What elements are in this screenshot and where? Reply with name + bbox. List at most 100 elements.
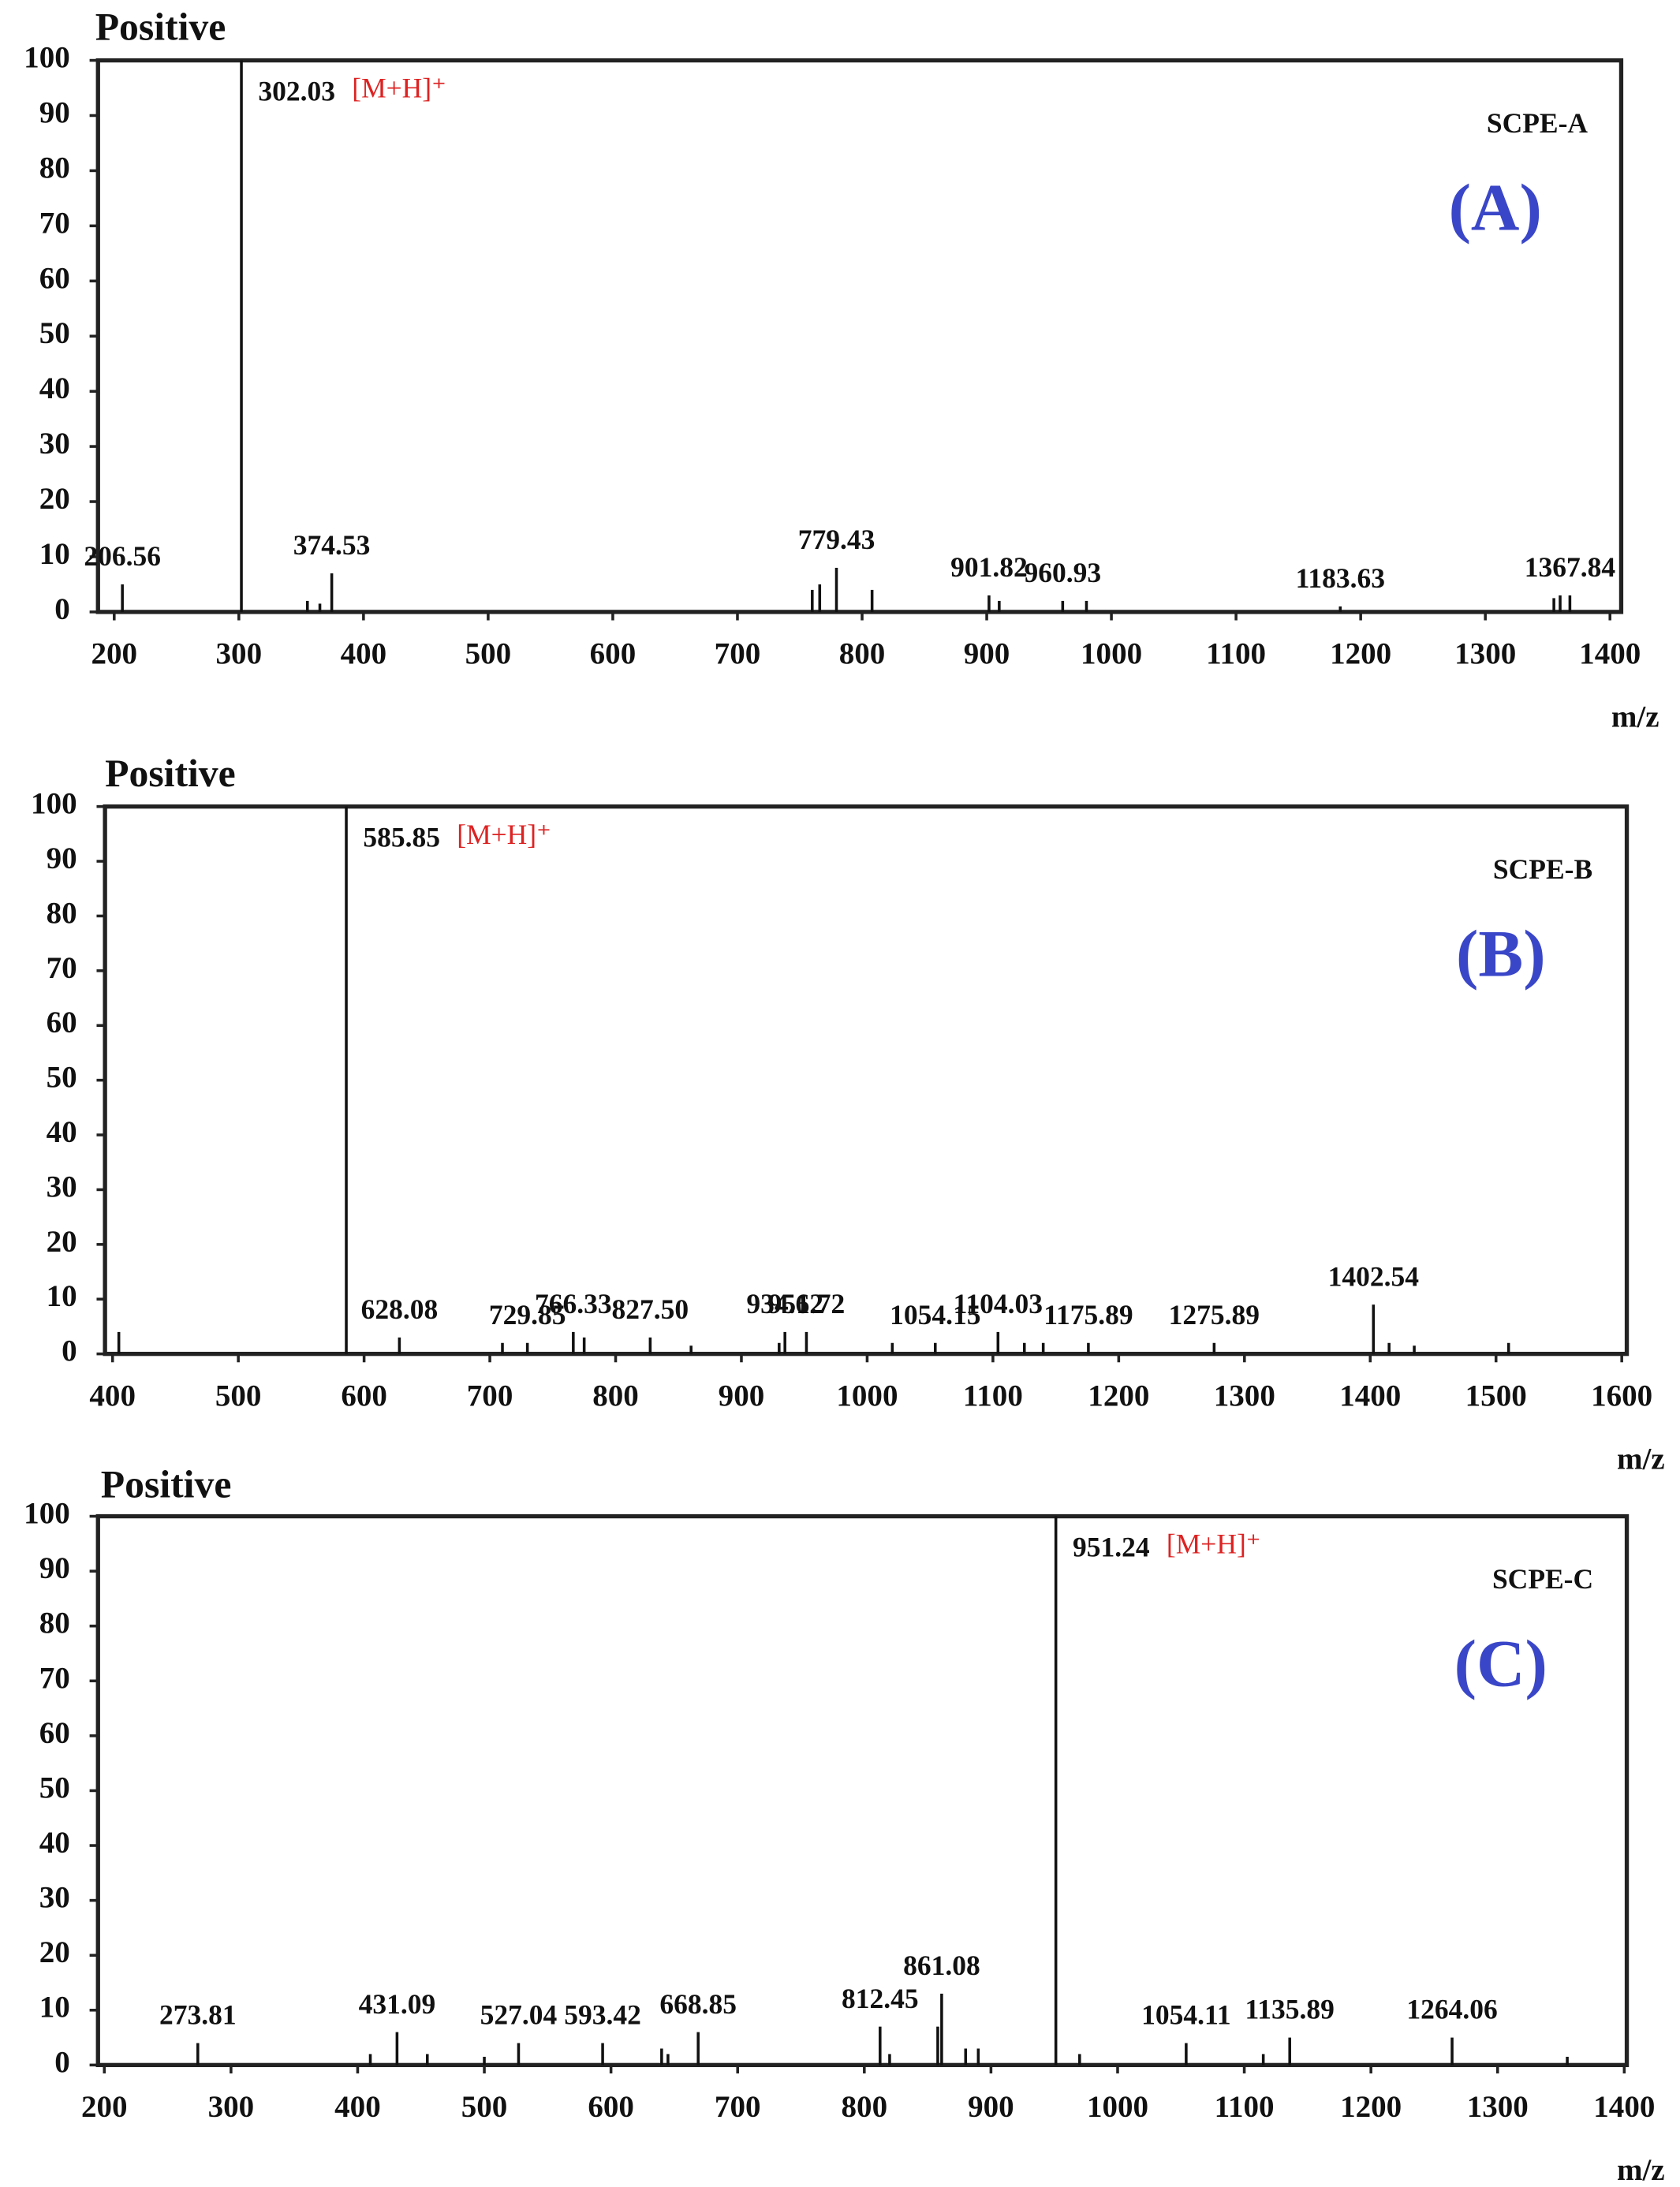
peak-label: 1367.84 [1525, 551, 1616, 583]
chart-title: Positive [95, 6, 226, 49]
chart-title: Positive [101, 1462, 232, 1506]
y-tick-label: 60 [39, 261, 70, 295]
x-tick-label: 700 [715, 2090, 761, 2124]
ion-label: [M+H]⁺ [1167, 1528, 1261, 1560]
x-tick-label: 1400 [1593, 2090, 1655, 2124]
peak-label: 527.04 [480, 1999, 558, 2031]
x-tick-label: 1100 [1206, 637, 1266, 671]
x-tick-label: 200 [91, 637, 138, 671]
y-tick-label: 70 [39, 1661, 70, 1695]
sample-name: SCPE-B [1493, 853, 1592, 885]
peak-label: 593.42 [564, 1999, 641, 2031]
panel-label: (A) [1449, 170, 1542, 244]
x-tick-label: 400 [334, 2090, 381, 2124]
x-tick-label: 1600 [1591, 1379, 1652, 1413]
y-tick-label: 30 [39, 1881, 70, 1915]
y-tick-label: 90 [39, 1551, 70, 1585]
y-tick-label: 100 [31, 787, 77, 821]
peak-label: 1104.03 [954, 1288, 1043, 1319]
x-tick-label: 1400 [1339, 1379, 1401, 1413]
peak-label: 273.81 [159, 1999, 237, 2031]
y-tick-label: 50 [39, 1771, 70, 1804]
y-tick-label: 30 [47, 1170, 77, 1204]
y-tick-label: 0 [54, 592, 70, 626]
peak-label: 668.85 [659, 1988, 737, 2020]
peak-label: 1275.89 [1169, 1299, 1260, 1330]
peak-label: 901.82 [950, 551, 1028, 583]
peak-label: 812.45 [842, 1983, 919, 2014]
peak-label: 1264.06 [1406, 1994, 1497, 2025]
x-tick-label: 500 [215, 1379, 262, 1413]
x-tick-label: 900 [964, 637, 1010, 671]
y-tick-label: 0 [62, 1334, 77, 1368]
x-tick-label: 600 [590, 637, 637, 671]
y-tick-label: 80 [47, 896, 77, 930]
x-tick-label: 500 [465, 637, 512, 671]
y-tick-label: 40 [39, 1826, 70, 1860]
x-tick-label: 400 [89, 1379, 136, 1413]
peak-label: 766.33 [535, 1288, 612, 1319]
x-tick-label: 300 [208, 2090, 255, 2124]
peak-label: 951.24 [1073, 1531, 1150, 1562]
x-tick-label: 700 [467, 1379, 513, 1413]
sample-name: SCPE-A [1487, 107, 1589, 139]
x-tick-label: 1300 [1214, 1379, 1275, 1413]
x-tick-label: 300 [216, 637, 263, 671]
x-tick-label: 1300 [1467, 2090, 1529, 2124]
y-tick-label: 10 [39, 1991, 70, 2025]
x-tick-label: 800 [592, 1379, 639, 1413]
peak-label: 861.08 [903, 1950, 980, 1981]
y-tick-label: 50 [39, 316, 70, 350]
ion-label: [M+H]⁺ [352, 73, 446, 104]
x-tick-label: 1200 [1088, 1379, 1149, 1413]
y-tick-label: 30 [39, 427, 70, 461]
y-tick-label: 90 [39, 95, 70, 129]
y-tick-label: 0 [54, 2045, 70, 2079]
y-tick-label: 40 [47, 1115, 77, 1149]
peak-label: 431.09 [359, 1988, 436, 2020]
y-tick-label: 80 [39, 1607, 70, 1640]
y-tick-label: 10 [39, 537, 70, 571]
peak-label: 1054.11 [1141, 1999, 1230, 2031]
x-tick-label: 900 [719, 1379, 765, 1413]
y-tick-label: 20 [39, 482, 70, 516]
x-tick-label: 1100 [963, 1379, 1023, 1413]
x-axis-label: m/z [1617, 2153, 1665, 2187]
panel-label: (C) [1454, 1626, 1547, 1700]
x-tick-label: 1100 [1215, 2090, 1275, 2124]
peak-label: 585.85 [363, 821, 440, 853]
y-tick-label: 10 [47, 1279, 77, 1313]
peak-label: 827.50 [612, 1293, 689, 1325]
peak-label: 951.72 [768, 1288, 846, 1319]
y-tick-label: 100 [24, 1497, 70, 1531]
y-tick-label: 60 [47, 1006, 77, 1039]
x-tick-label: 1400 [1579, 637, 1641, 671]
peak-label: 960.93 [1025, 557, 1102, 588]
x-tick-label: 1000 [1081, 637, 1142, 671]
x-tick-label: 600 [341, 1379, 387, 1413]
peak-label: 1135.89 [1245, 1994, 1334, 2025]
x-tick-label: 1000 [836, 1379, 898, 1413]
x-tick-label: 900 [968, 2090, 1014, 2124]
y-tick-label: 50 [47, 1061, 77, 1095]
spectrum-panel: Positive SCPE-B (B) m/z 0 10 20 30 40 50 60 70 80 90 1… [31, 752, 1665, 1476]
y-tick-label: 100 [24, 41, 70, 75]
x-tick-label: 1200 [1340, 2090, 1402, 2124]
chart-title: Positive [105, 752, 236, 795]
y-tick-label: 90 [47, 842, 77, 875]
y-tick-label: 70 [39, 206, 70, 240]
y-tick-label: 20 [47, 1225, 77, 1259]
y-tick-label: 60 [39, 1716, 70, 1750]
x-tick-label: 1500 [1465, 1379, 1527, 1413]
peak-label: 934.62 [746, 1288, 823, 1319]
x-tick-label: 600 [588, 2090, 634, 2124]
y-tick-label: 80 [39, 151, 70, 185]
x-axis-label: m/z [1617, 1442, 1665, 1476]
ion-label: [M+H]⁺ [457, 819, 551, 850]
peak-label: 1402.54 [1328, 1260, 1420, 1292]
peak-label: 302.03 [258, 75, 335, 106]
spectrum-panel: Positive SCPE-C (C) m/z 0 10 20 30 40 50 60 70 80 90 1… [24, 1462, 1664, 2187]
panel-label: (B) [1456, 916, 1546, 991]
sample-name: SCPE-C [1492, 1563, 1593, 1595]
